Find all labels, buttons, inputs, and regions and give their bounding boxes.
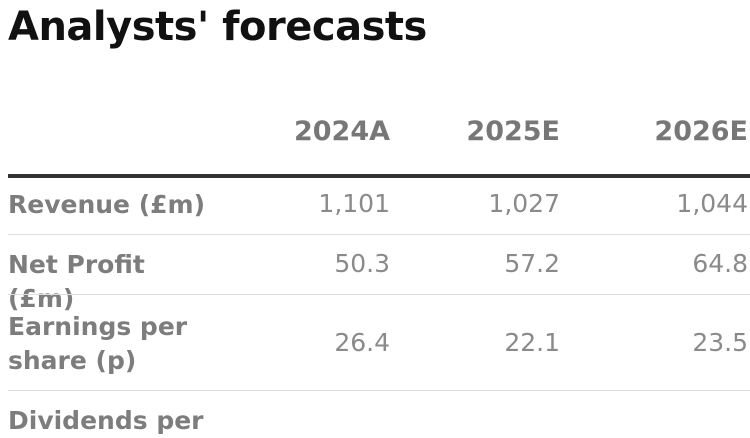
cell-value: 64.8 [692,249,748,278]
cell-value: 23.5 [692,328,748,357]
cell-value: 1,101 [318,189,390,218]
cell-value: 57.2 [504,249,560,278]
row-rule [8,234,750,235]
title: Analysts' forecasts [8,4,427,50]
column-header: 2025E [466,116,560,147]
cell-value: 50.3 [334,249,390,278]
cell-value: 26.4 [334,328,390,357]
page: Analysts' forecasts 2024A 2025E 2026E Reven… [8,4,750,435]
row-rule [8,294,750,295]
header-rule [8,174,750,178]
row-label: Earnings per share (p) [8,312,188,375]
row-label: Revenue (£m) [8,190,206,219]
row-label: Net Profit (£m) [8,250,145,313]
row-rule [8,390,750,391]
column-header: 2026E [654,116,748,147]
row-label: Dividends per [8,406,204,435]
cell-value: 22.1 [504,328,560,357]
cell-value: 1,044 [676,189,748,218]
cell-value: 1,027 [488,189,560,218]
column-header: 2024A [293,116,390,147]
